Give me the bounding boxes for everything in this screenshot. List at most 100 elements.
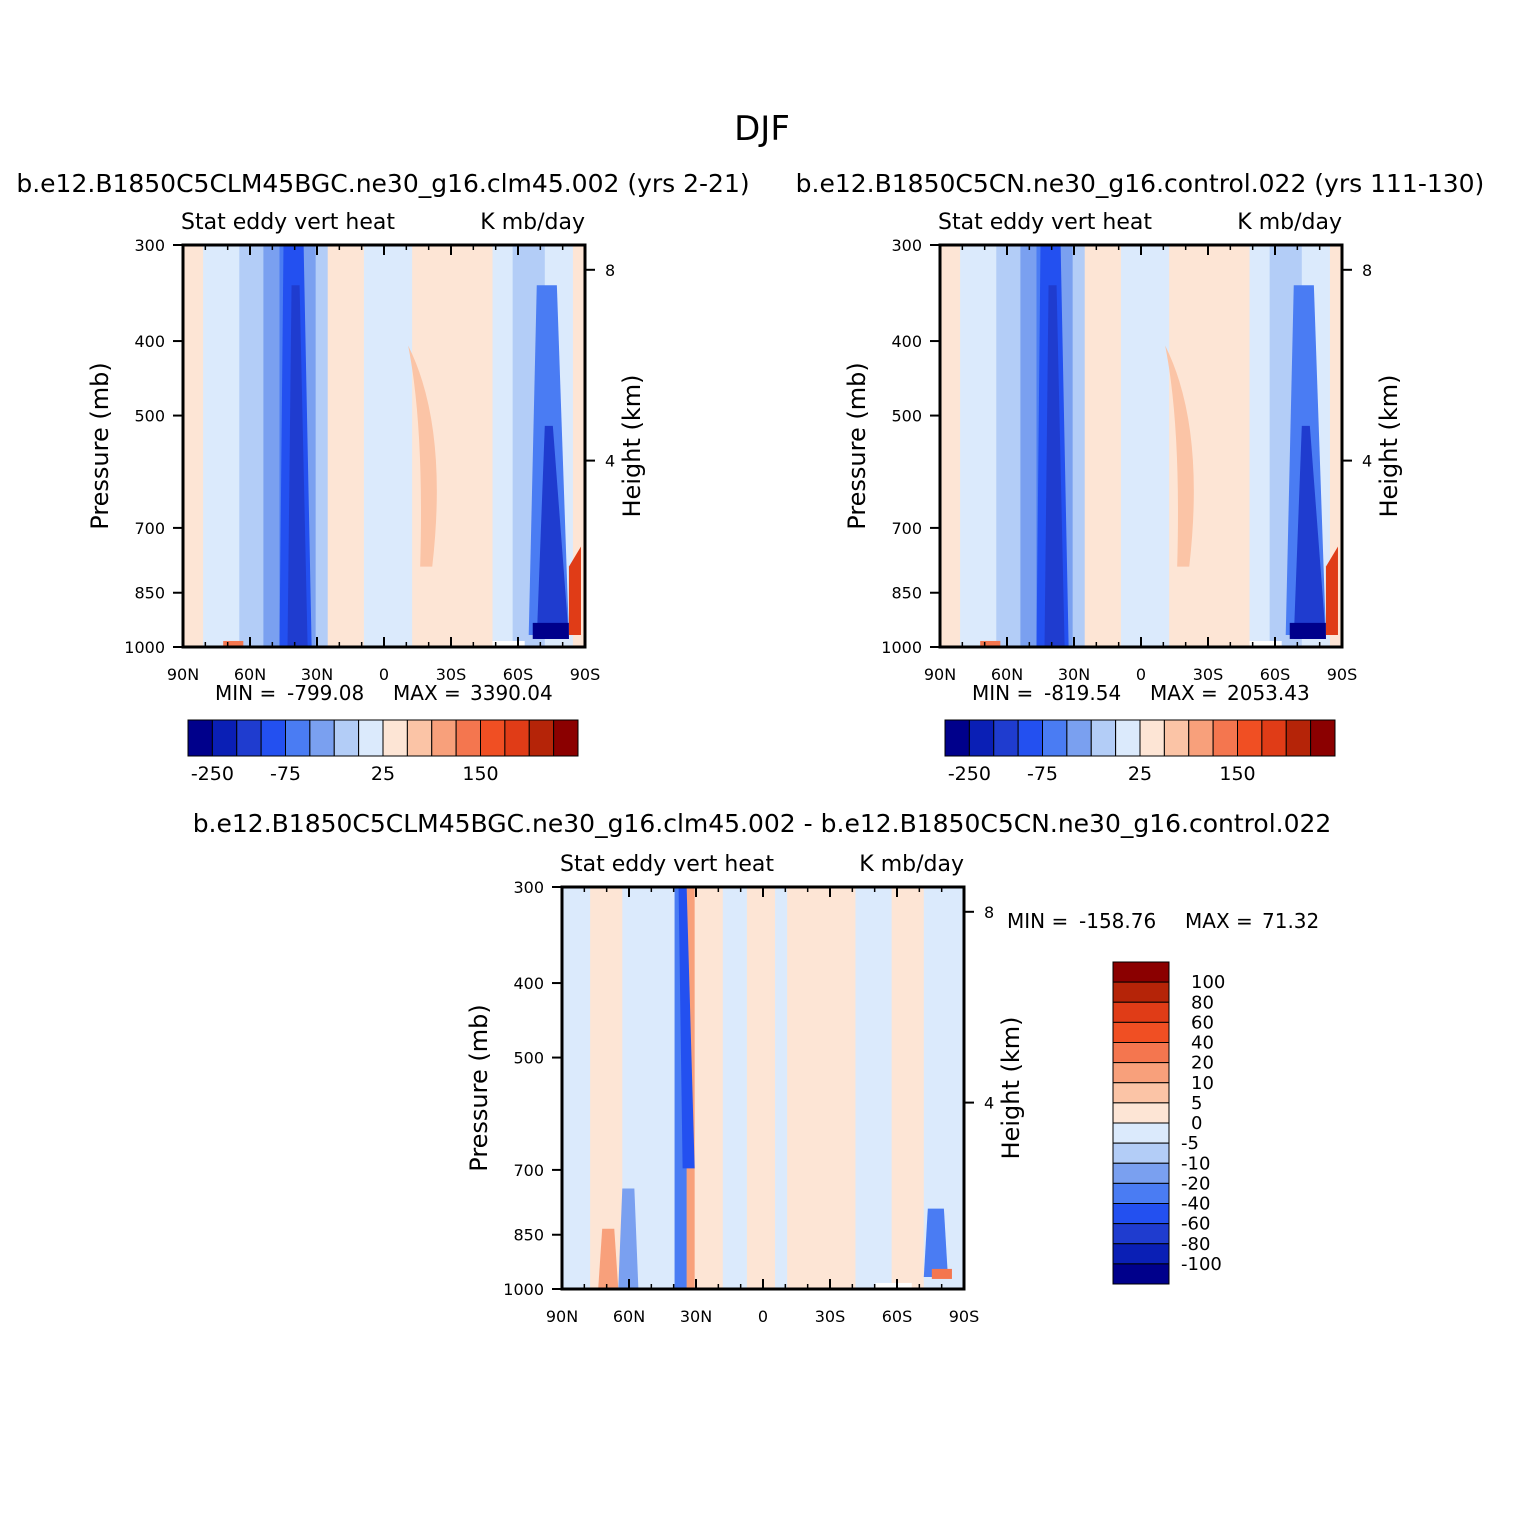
- field-band: [722, 887, 748, 1289]
- field-layer: [183, 245, 585, 647]
- colorbar-box: [1285, 719, 1312, 757]
- colorbar-box: [1112, 1001, 1170, 1023]
- colorbar-label: 5: [1191, 1093, 1202, 1114]
- y-tick-label: 850: [134, 584, 165, 603]
- colorbar-box: [1112, 1243, 1170, 1265]
- field-blob: [408, 345, 437, 567]
- field-band: [855, 887, 893, 1289]
- field-band: [775, 887, 788, 1289]
- y-axis-label: Pressure (mb): [465, 1004, 493, 1171]
- figure-title: DJF: [734, 109, 790, 149]
- x-tick-label: 30S: [815, 1307, 846, 1326]
- field-band: [694, 887, 724, 1289]
- colorbar-box: [455, 719, 481, 757]
- field-blob: [1325, 546, 1338, 635]
- x-tick-label: 90S: [1327, 665, 1358, 684]
- colorbar-label: -250: [191, 763, 234, 785]
- field-band: [572, 245, 585, 647]
- min-label: MIN =: [972, 681, 1033, 705]
- field-blob: [568, 546, 581, 635]
- colorbar-box: [1112, 1142, 1170, 1164]
- panel-left: b.e12.B1850C5CLM45BGC.ne30_g16.clm45.002…: [16, 169, 749, 785]
- colorbar-box: [1112, 1182, 1170, 1204]
- field-core: [1289, 622, 1326, 639]
- colorbar-box: [1042, 719, 1068, 757]
- field-blob: [980, 640, 1001, 647]
- colorbar-label: -75: [270, 763, 301, 785]
- field-band: [891, 887, 925, 1289]
- min-label: MIN =: [215, 681, 276, 705]
- panels: b.e12.B1850C5CLM45BGC.ne30_g16.clm45.002…: [16, 169, 1484, 1326]
- y-tick-label: 300: [891, 236, 922, 255]
- colorbar-box: [1112, 1042, 1170, 1064]
- colorbar-box: [358, 719, 384, 757]
- colorbar-box: [1066, 719, 1092, 757]
- colorbar-box: [333, 719, 360, 757]
- y-tick-label: 1000: [503, 1280, 544, 1299]
- colorbar-box: [236, 719, 262, 757]
- colorbar-box: [1261, 719, 1287, 757]
- panel-title: b.e12.B1850C5CLM45BGC.ne30_g16.clm45.002…: [16, 169, 749, 198]
- field-band: [1084, 245, 1122, 647]
- field-blob: [931, 1268, 952, 1279]
- colorbar-box: [211, 719, 238, 757]
- colorbar-box: [1112, 1263, 1170, 1285]
- colorbar-box: [1112, 1223, 1170, 1245]
- field-band: [203, 245, 240, 647]
- y-tick-label: 400: [513, 974, 544, 993]
- right-string: K mb/day: [859, 852, 964, 877]
- field-band: [562, 887, 591, 1289]
- x-tick-label: 30N: [301, 665, 333, 684]
- colorbar-label: -100: [1181, 1254, 1222, 1275]
- field-core: [678, 887, 695, 1169]
- x-tick-label: 60N: [991, 665, 1023, 684]
- colorbar-label: 100: [1191, 972, 1225, 993]
- colorbar-label: 20: [1191, 1053, 1214, 1074]
- colorbar-box: [309, 719, 335, 757]
- field-band: [1120, 245, 1170, 647]
- field-band: [1329, 245, 1342, 647]
- x-tick-label: 60N: [613, 1307, 645, 1326]
- panel-title: b.e12.B1850C5CLM45BGC.ne30_g16.clm45.002…: [193, 809, 1332, 838]
- max-label: MAX =: [1185, 909, 1253, 933]
- y2-tick-label: 4: [984, 1094, 994, 1113]
- y-tick-label: 1000: [124, 638, 165, 657]
- x-tick-label: 90S: [570, 665, 601, 684]
- field-blob: [598, 1228, 619, 1289]
- field-band: [1020, 245, 1037, 647]
- field-band: [996, 245, 1021, 647]
- colorbar-box: [480, 719, 506, 757]
- x-tick-label: 30N: [1058, 665, 1090, 684]
- y-tick-label: 700: [513, 1161, 544, 1180]
- x-tick-label: 0: [379, 665, 389, 684]
- field-band: [315, 245, 329, 647]
- min-value: -799.08: [287, 681, 364, 705]
- max-value: 71.32: [1262, 909, 1319, 933]
- y-tick-label: 500: [513, 1049, 544, 1068]
- y-tick-label: 850: [513, 1226, 544, 1245]
- right-string: K mb/day: [1237, 210, 1342, 235]
- field-gap: [492, 640, 525, 647]
- x-tick-label: 30N: [680, 1307, 712, 1326]
- y-tick-label: 500: [891, 407, 922, 426]
- colorbar-box: [1112, 1122, 1170, 1144]
- max-value: 2053.43: [1227, 681, 1310, 705]
- field-layer: [940, 245, 1342, 647]
- max-label: MAX =: [393, 681, 461, 705]
- y-tick-label: 850: [891, 584, 922, 603]
- x-tick-label: 0: [758, 1307, 768, 1326]
- field-blob: [1165, 345, 1194, 567]
- x-tick-label: 60S: [882, 1307, 913, 1326]
- field-core: [536, 425, 569, 639]
- panel-title: b.e12.B1850C5CN.ne30_g16.control.022 (yr…: [796, 169, 1485, 198]
- colorbar-box: [968, 719, 995, 757]
- y2-axis-label: Height (km): [618, 375, 646, 518]
- x-tick-label: 60S: [1260, 665, 1291, 684]
- colorbar-box: [1112, 1021, 1170, 1043]
- colorbar-box: [285, 719, 311, 757]
- colorbar-label: -80: [1181, 1234, 1210, 1255]
- field-blob: [223, 640, 244, 647]
- colorbar-label: -40: [1181, 1194, 1210, 1215]
- left-string: Stat eddy vert heat: [181, 210, 395, 235]
